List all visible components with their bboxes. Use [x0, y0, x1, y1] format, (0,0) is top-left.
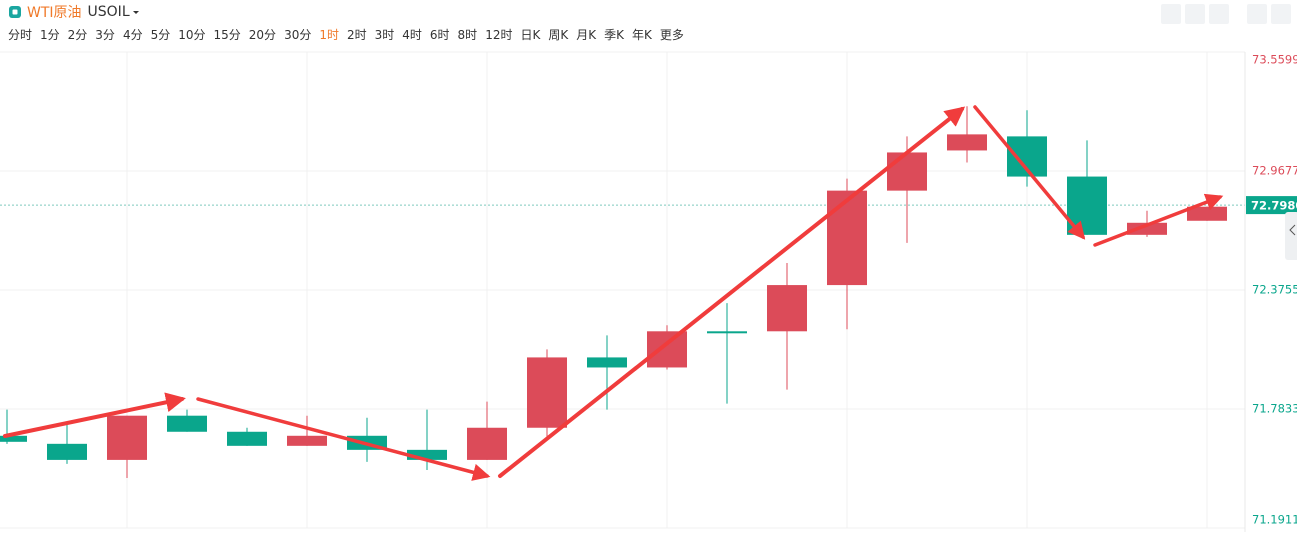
- candle-body: [647, 331, 687, 368]
- interval-option[interactable]: 更多: [659, 28, 684, 42]
- arrow: [1093, 193, 1224, 247]
- interval-option[interactable]: 年K: [631, 28, 652, 42]
- candle-body: [947, 134, 987, 151]
- toolbar-icons: [1161, 4, 1291, 24]
- candle-body: [467, 427, 507, 460]
- candle-body: [587, 357, 627, 368]
- arrow: [973, 105, 1086, 240]
- y-tick-label: 71.1911: [1252, 513, 1297, 527]
- candle-body: [1187, 206, 1227, 221]
- candle-body: [287, 435, 327, 446]
- interval-option[interactable]: 2时: [346, 28, 367, 42]
- indicator-button[interactable]: [1161, 4, 1181, 24]
- draw-button[interactable]: [1185, 4, 1205, 24]
- interval-option[interactable]: 1分: [40, 28, 60, 42]
- price-axis: 71.1911 71.7833 72.3755 72.9677 73.5599 72.79…: [1244, 52, 1297, 532]
- candle-body: [167, 415, 207, 432]
- current-price-box: [1246, 196, 1297, 215]
- current-price-label: 72.7980: [1251, 199, 1297, 213]
- candle-body: [527, 357, 567, 428]
- interval-option[interactable]: 3分: [95, 28, 115, 42]
- dropdown-caret: [132, 11, 139, 14]
- interval-option[interactable]: 2分: [67, 28, 88, 42]
- interval-option[interactable]: 3时: [374, 28, 395, 42]
- candles: [0, 106, 1227, 478]
- interval-option[interactable]: 20分: [248, 28, 277, 42]
- interval-option[interactable]: 周K: [548, 28, 569, 42]
- y-tick-label: 73.5599: [1252, 53, 1297, 67]
- interval-option[interactable]: 30分: [284, 28, 312, 42]
- interval-bar: 分时 1分 2分 3分 4分 5分 10分 15分 20分 30分 1时 2时 3时 4时 6时 8时 12时日…: [8, 26, 684, 43]
- symbol-name: WTI原油: [27, 5, 82, 21]
- candle-body: [407, 449, 447, 460]
- arrow: [196, 397, 491, 481]
- candle-body: [827, 190, 867, 286]
- ticker: USOIL: [87, 4, 130, 20]
- symbol-icon: [9, 6, 21, 18]
- y-tick-label: 72.9677: [1252, 164, 1297, 178]
- candle-body: [227, 431, 267, 446]
- candle-body: [0, 435, 27, 442]
- candle-body: [767, 285, 807, 332]
- collapse-tab[interactable]: [1285, 212, 1297, 260]
- candle-button[interactable]: [1209, 4, 1229, 24]
- candle-body: [1127, 222, 1167, 235]
- interval-option[interactable]: 日K: [520, 28, 541, 42]
- interval-option[interactable]: 1时: [319, 28, 339, 42]
- y-tick-label: 71.7833: [1252, 402, 1297, 416]
- interval-option[interactable]: 10分: [178, 28, 206, 42]
- candle-body: [107, 415, 147, 460]
- interval-option[interactable]: 4分: [122, 28, 143, 42]
- interval-option[interactable]: 分时: [8, 28, 33, 42]
- fullscreen-button[interactable]: [1247, 4, 1267, 24]
- symbol-header[interactable]: WTI原油 USOIL: [8, 2, 142, 22]
- interval-option[interactable]: 4时: [402, 28, 422, 42]
- candle-body: [707, 331, 747, 334]
- interval-option[interactable]: 15分: [213, 28, 241, 42]
- grid: [0, 51, 1245, 529]
- interval-option[interactable]: 季K: [604, 28, 624, 42]
- y-tick-label: 72.3755: [1252, 283, 1297, 297]
- interval-option[interactable]: 月K: [576, 28, 597, 42]
- trend-arrows: [3, 105, 1224, 481]
- interval-option[interactable]: 6时: [429, 28, 450, 42]
- arrow: [3, 392, 186, 438]
- candle-body: [887, 152, 927, 191]
- interval-option[interactable]: 5分: [150, 28, 171, 42]
- candle-body: [47, 443, 87, 460]
- arrow: [498, 106, 966, 478]
- interval-option[interactable]: 8时: [457, 28, 478, 42]
- close-button[interactable]: [1271, 4, 1291, 24]
- interval-option[interactable]: 12时: [485, 28, 513, 42]
